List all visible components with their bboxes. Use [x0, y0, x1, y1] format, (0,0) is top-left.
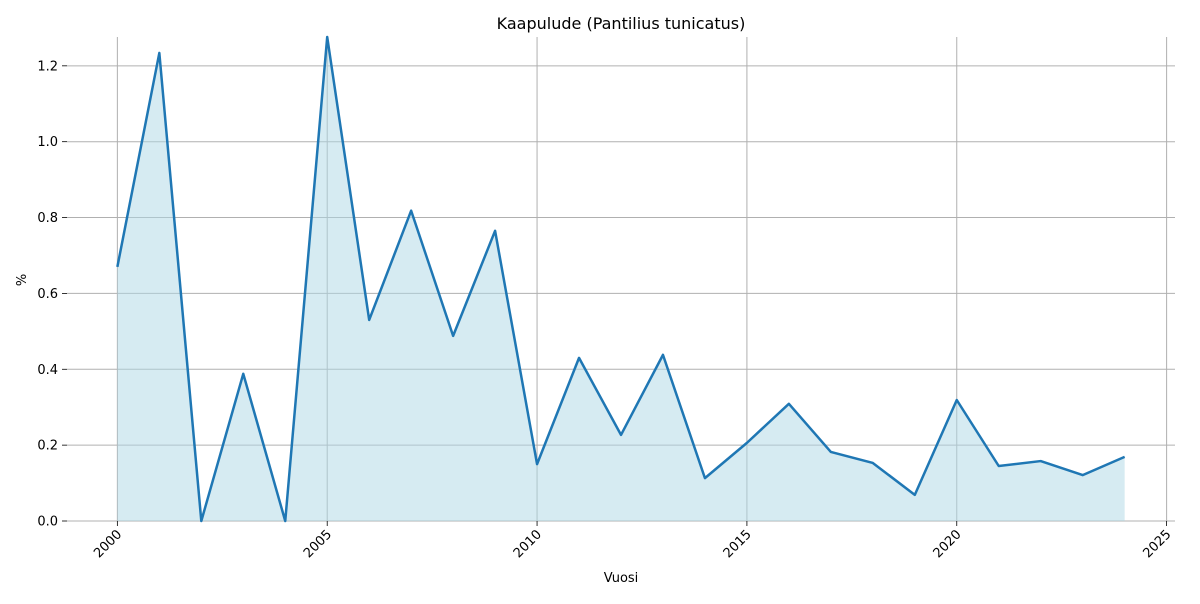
area-fill [117, 37, 1124, 521]
y-tick-label: 0.6 [37, 287, 58, 302]
y-tick-label: 0.8 [37, 211, 58, 226]
y-tick-label: 1.2 [37, 59, 58, 74]
area-layer [117, 37, 1124, 521]
y-tick-label: 0.4 [37, 363, 58, 378]
x-axis-label: Vuosi [604, 571, 639, 586]
x-axis: 2000 2005 2010 2015 2020 2025 [91, 521, 1174, 561]
x-tick-label: 2000 [91, 527, 125, 561]
x-tick-label: 2020 [931, 527, 965, 561]
y-axis-label: % [15, 274, 30, 286]
x-tick-label: 2015 [721, 527, 755, 561]
y-tick-label: 1.0 [37, 135, 58, 150]
x-tick-label: 2025 [1140, 527, 1174, 561]
x-tick-label: 2010 [511, 527, 545, 561]
y-axis: 0.0 0.2 0.4 0.6 0.8 1.0 1.2 [37, 59, 67, 529]
y-tick-label: 0.2 [37, 439, 58, 454]
chart-title: Kaapulude (Pantilius tunicatus) [497, 14, 746, 33]
x-tick-label: 2005 [301, 527, 335, 561]
y-tick-label: 0.0 [37, 515, 58, 530]
